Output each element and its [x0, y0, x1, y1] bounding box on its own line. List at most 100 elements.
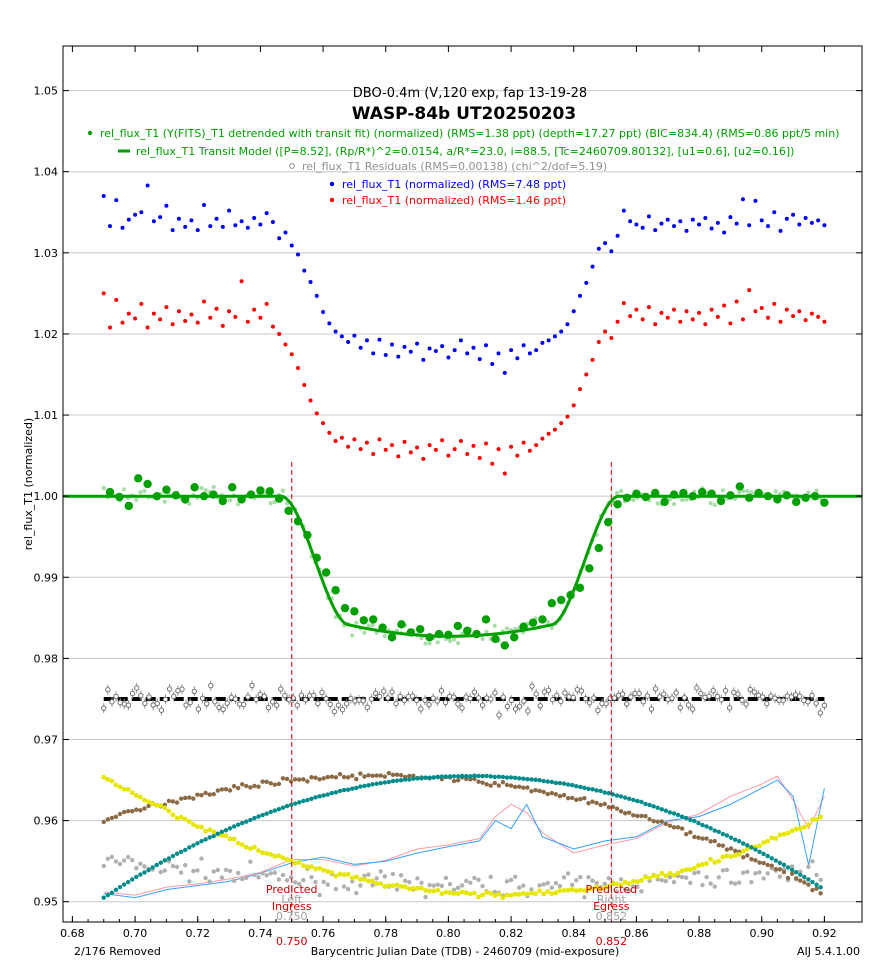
- residual-point: [397, 693, 403, 700]
- residual-point: [669, 695, 675, 701]
- brown-point: [720, 843, 726, 848]
- blue-point: [571, 309, 576, 314]
- teal-point: [667, 810, 673, 815]
- brown-point: [407, 773, 412, 779]
- green-binned-point: [387, 633, 397, 642]
- gray-point: [557, 883, 563, 889]
- gray-point: [728, 880, 734, 885]
- gray-point: [423, 894, 428, 900]
- residual-point: [652, 686, 659, 692]
- brown-point: [309, 775, 314, 780]
- x-tick-label: 0.68: [60, 927, 85, 940]
- teal-point: [345, 787, 351, 792]
- teal-point: [362, 783, 367, 789]
- red-point: [458, 439, 463, 444]
- blue-point: [590, 264, 595, 269]
- red-point: [133, 316, 138, 321]
- green-binned-point: [528, 618, 538, 627]
- red-point: [433, 447, 438, 452]
- brown-point: [757, 860, 762, 865]
- blue-point: [151, 219, 156, 224]
- teal-point: [659, 807, 664, 812]
- blue-point: [596, 246, 601, 251]
- blue-point: [421, 357, 426, 362]
- teal-point: [272, 808, 278, 813]
- teal-point: [781, 862, 787, 868]
- brown-point: [688, 830, 693, 835]
- yellow-point: [602, 885, 608, 891]
- teal-point: [692, 818, 697, 824]
- yellow-point: [129, 790, 135, 796]
- yellow-point: [569, 887, 575, 892]
- residual-point: [360, 698, 366, 704]
- yellow-point: [797, 826, 803, 831]
- residual-point: [455, 701, 461, 707]
- teal-point: [578, 784, 583, 790]
- brown-point: [582, 795, 587, 801]
- teal-point: [594, 788, 599, 793]
- blue-point: [791, 212, 796, 217]
- green-binned-point: [500, 641, 509, 650]
- brown-point: [789, 871, 795, 876]
- brown-point: [260, 779, 265, 784]
- teal-point: [631, 797, 636, 803]
- yellow-point: [313, 866, 318, 872]
- blue-point: [170, 228, 175, 233]
- brown-point: [113, 814, 119, 820]
- teal-point: [745, 843, 750, 848]
- blue-point: [176, 216, 181, 221]
- brown-point: [508, 783, 514, 788]
- blue-point: [396, 354, 401, 359]
- red-point: [715, 314, 720, 319]
- yellow-point: [724, 853, 730, 859]
- brown-point: [354, 776, 359, 782]
- brown-point: [712, 838, 717, 844]
- brown-point: [337, 771, 343, 777]
- blue-point: [628, 219, 633, 224]
- gray-point: [211, 869, 216, 874]
- blue-point: [390, 342, 394, 347]
- yellow-point: [463, 890, 469, 896]
- green-binned-point: [322, 568, 331, 577]
- teal-point: [162, 858, 168, 863]
- brown-point: [248, 785, 253, 790]
- gray-point: [504, 879, 510, 884]
- blue-point: [722, 230, 727, 235]
- marker-ghost-value: 0.852: [596, 910, 628, 923]
- legend-entry-label: rel_flux_T1 (normalized) (RMS=7.48 ppt): [342, 178, 566, 191]
- red-point: [784, 307, 789, 312]
- green-raw-point: [806, 490, 811, 495]
- brown-point: [240, 782, 245, 787]
- gray-point: [268, 871, 273, 876]
- gray-point: [565, 871, 571, 876]
- gray-point: [753, 871, 758, 876]
- blue-point: [308, 280, 313, 285]
- residual-point: [578, 688, 585, 694]
- brown-point: [101, 819, 106, 825]
- teal-point: [301, 798, 306, 804]
- brown-point: [541, 789, 546, 795]
- red-point: [734, 299, 739, 304]
- yellow-point: [818, 814, 824, 820]
- brown-point: [773, 866, 779, 872]
- gray-point: [455, 885, 461, 890]
- gray-point: [472, 875, 477, 881]
- red-point: [515, 453, 520, 458]
- brown-point: [492, 780, 497, 786]
- gray-point: [757, 870, 762, 875]
- marker-label-event: Ingress: [272, 900, 312, 913]
- x-tick-label: 0.88: [687, 927, 712, 940]
- brown-point: [268, 781, 273, 786]
- y-tick-label: 0.96: [34, 815, 59, 828]
- yellow-point: [744, 846, 750, 852]
- teal-point: [166, 856, 172, 861]
- blue-point: [108, 224, 112, 229]
- teal-point: [810, 879, 815, 885]
- brown-point: [684, 832, 689, 837]
- red-point: [728, 321, 733, 326]
- teal-point: [407, 777, 412, 782]
- brown-point: [802, 880, 807, 885]
- y-tick-label: 1.04: [34, 166, 59, 179]
- gray-point: [105, 856, 111, 861]
- gray-point: [134, 866, 139, 871]
